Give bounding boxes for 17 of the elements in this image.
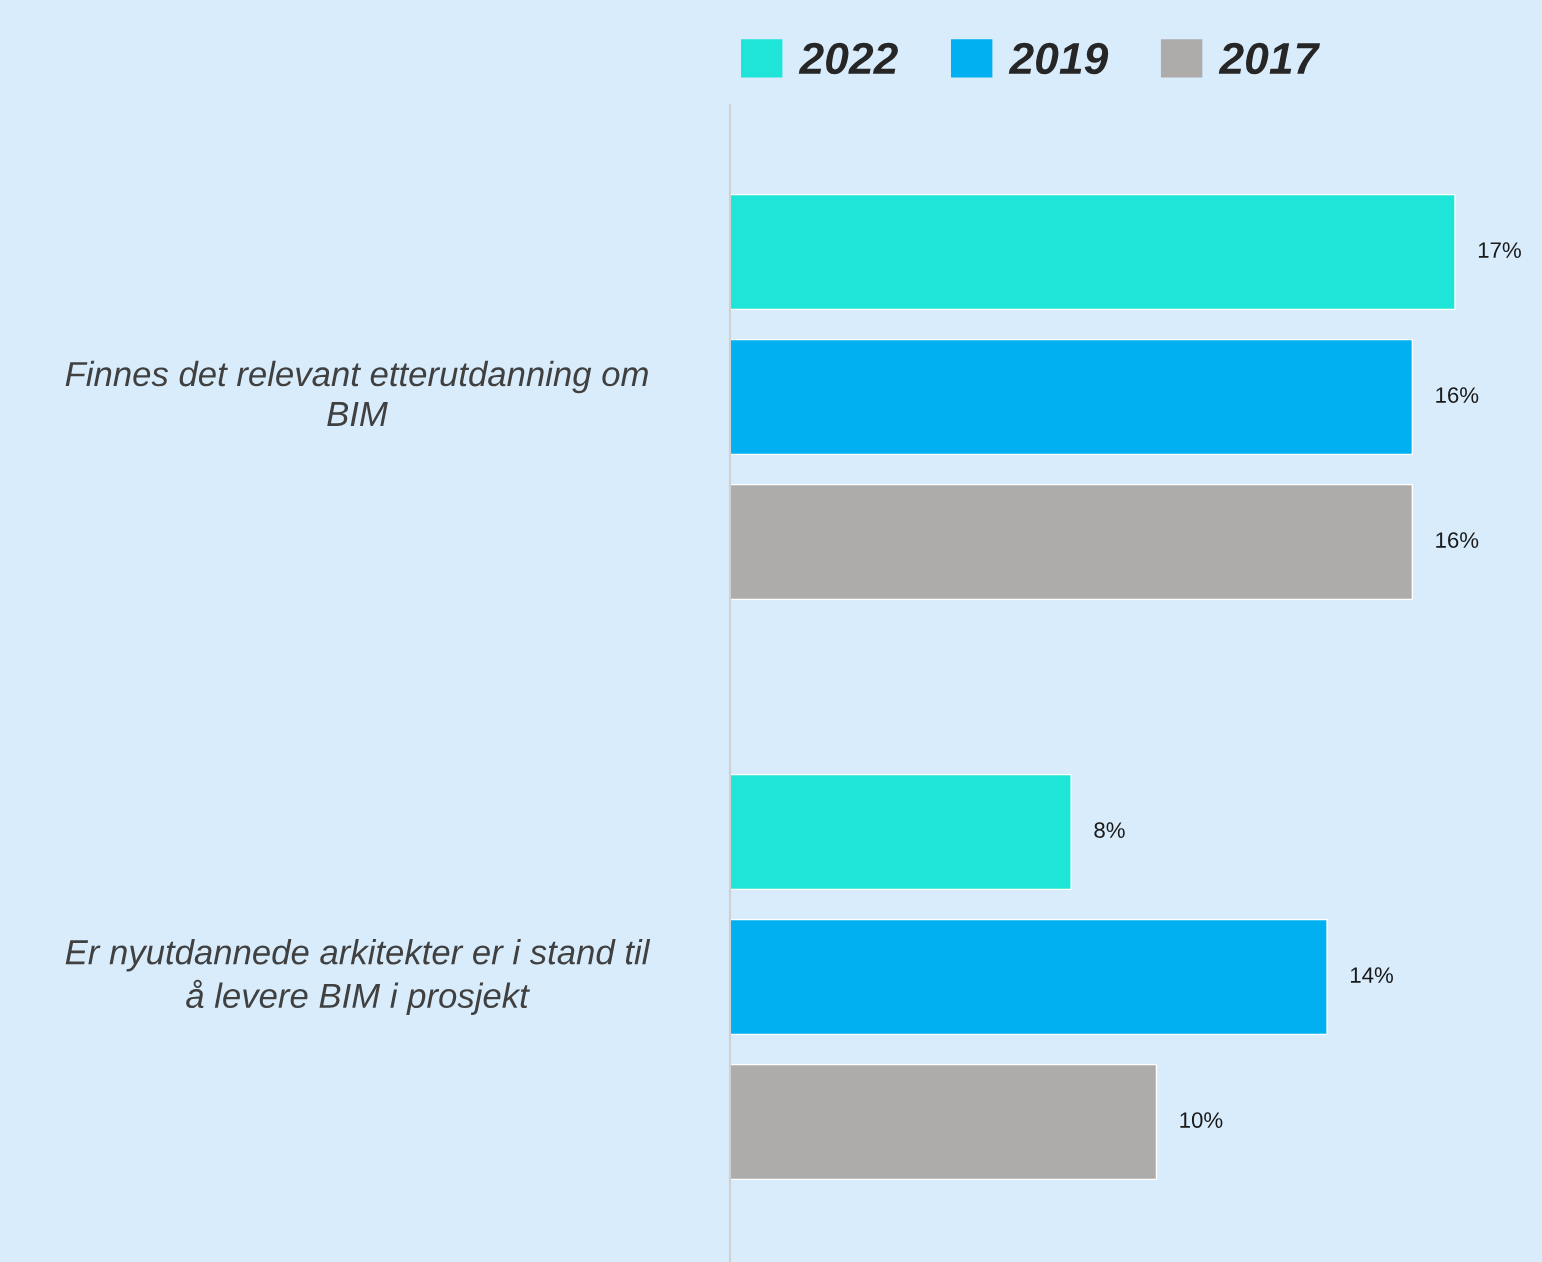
data-label: 10% <box>1180 1112 1223 1128</box>
bar <box>730 338 1414 456</box>
data-label: 16% <box>1436 532 1479 548</box>
bar <box>730 193 1456 311</box>
legend-label: 2022 <box>798 42 898 75</box>
data-label: 16% <box>1436 387 1479 403</box>
bar <box>730 918 1328 1036</box>
legend-label: 2017 <box>1218 42 1321 75</box>
legend-label: 2019 <box>1008 42 1109 75</box>
data-label: 8% <box>1094 822 1125 838</box>
bar <box>730 1063 1158 1181</box>
bar <box>730 773 1072 891</box>
y-tick-label: Er nyutdannede arkitekter er i stand til å levere BIM i prosjekt <box>65 939 651 1015</box>
y-tick-label: Finnes det relevant etterutdanning om BIM <box>65 360 648 426</box>
data-label: 14% <box>1350 967 1393 983</box>
bar <box>730 483 1414 601</box>
data-label: 17% <box>1478 242 1521 258</box>
